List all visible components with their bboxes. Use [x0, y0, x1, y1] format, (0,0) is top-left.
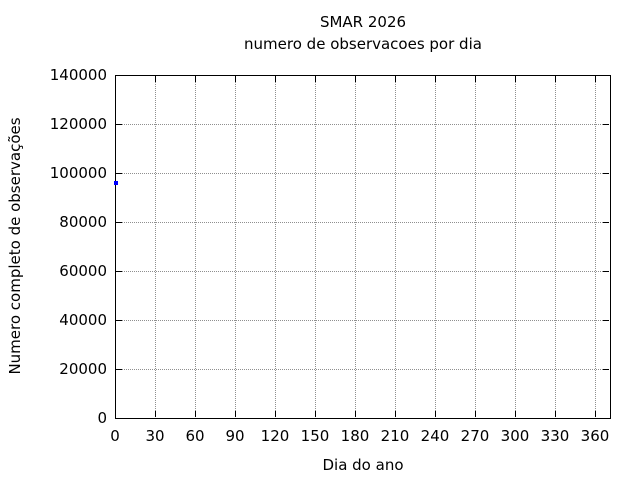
- v-gridline: [555, 76, 556, 417]
- x-tick-label: 330: [540, 427, 570, 445]
- x-axis-label: Dia do ano: [322, 456, 404, 474]
- x-tick-mark-top: [515, 76, 516, 82]
- y-tick-label: 120000: [49, 115, 107, 133]
- v-gridline: [435, 76, 436, 417]
- chart-title-line-2: numero de observacoes por dia: [244, 35, 482, 53]
- x-tick-label: 240: [420, 427, 450, 445]
- y-tick-label: 140000: [49, 66, 107, 84]
- x-tick-mark-bottom: [235, 411, 236, 417]
- x-tick-mark-bottom: [595, 411, 596, 417]
- x-tick-mark-bottom: [555, 411, 556, 417]
- y-tick-mark-right: [603, 124, 609, 125]
- v-gridline: [195, 76, 196, 417]
- y-tick-mark-right: [603, 418, 609, 419]
- x-tick-label: 300: [500, 427, 530, 445]
- x-tick-label: 180: [340, 427, 370, 445]
- y-tick-mark-right: [603, 369, 609, 370]
- y-tick-mark-left: [116, 124, 122, 125]
- x-tick-label: 0: [110, 427, 120, 445]
- y-tick-mark-left: [116, 173, 122, 174]
- x-tick-mark-bottom: [275, 411, 276, 417]
- y-tick-label: 100000: [49, 164, 107, 182]
- y-tick-mark-left: [116, 369, 122, 370]
- x-tick-mark-bottom: [515, 411, 516, 417]
- h-gridline: [116, 320, 609, 321]
- y-tick-mark-right: [603, 320, 609, 321]
- x-tick-mark-top: [355, 76, 356, 82]
- x-tick-mark-bottom: [395, 411, 396, 417]
- x-tick-mark-bottom: [115, 411, 116, 417]
- x-tick-mark-top: [275, 76, 276, 82]
- x-tick-mark-top: [595, 76, 596, 82]
- x-tick-label: 360: [580, 427, 610, 445]
- v-gridline: [395, 76, 396, 417]
- x-tick-mark-bottom: [475, 411, 476, 417]
- v-gridline: [515, 76, 516, 417]
- x-tick-label: 150: [300, 427, 330, 445]
- y-tick-label: 0: [97, 409, 107, 427]
- y-tick-mark-right: [603, 173, 609, 174]
- y-tick-mark-right: [603, 271, 609, 272]
- chart-title-line-1: SMAR 2026: [319, 13, 407, 31]
- y-tick-mark-left: [116, 271, 122, 272]
- x-tick-mark-top: [435, 76, 436, 82]
- x-tick-mark-top: [395, 76, 396, 82]
- v-gridline: [475, 76, 476, 417]
- y-tick-label: 80000: [59, 213, 107, 231]
- v-gridline: [235, 76, 236, 417]
- y-tick-mark-right: [603, 222, 609, 223]
- y-tick-label: 40000: [59, 311, 107, 329]
- x-tick-mark-bottom: [195, 411, 196, 417]
- y-tick-label: 20000: [59, 360, 107, 378]
- y-tick-label: 60000: [59, 262, 107, 280]
- x-tick-mark-bottom: [435, 411, 436, 417]
- v-gridline: [155, 76, 156, 417]
- v-gridline: [355, 76, 356, 417]
- x-tick-mark-top: [475, 76, 476, 82]
- y-tick-mark-left: [116, 418, 122, 419]
- h-gridline: [116, 173, 609, 174]
- y-tick-mark-right: [603, 75, 609, 76]
- x-tick-mark-bottom: [155, 411, 156, 417]
- y-tick-mark-left: [116, 222, 122, 223]
- x-tick-label: 270: [460, 427, 490, 445]
- x-tick-mark-top: [155, 76, 156, 82]
- x-tick-label: 60: [185, 427, 205, 445]
- x-tick-label: 210: [380, 427, 410, 445]
- h-gridline: [116, 124, 609, 125]
- x-tick-label: 120: [260, 427, 290, 445]
- y-tick-mark-left: [116, 75, 122, 76]
- plot-area: [115, 75, 611, 419]
- h-gridline: [116, 222, 609, 223]
- v-gridline: [595, 76, 596, 417]
- h-gridline: [116, 271, 609, 272]
- x-tick-mark-top: [115, 76, 116, 82]
- x-tick-mark-top: [315, 76, 316, 82]
- v-gridline: [315, 76, 316, 417]
- x-tick-label: 30: [145, 427, 165, 445]
- x-tick-mark-bottom: [315, 411, 316, 417]
- x-tick-label: 90: [225, 427, 245, 445]
- y-tick-mark-left: [116, 320, 122, 321]
- x-tick-mark-bottom: [355, 411, 356, 417]
- v-gridline: [275, 76, 276, 417]
- x-tick-mark-top: [555, 76, 556, 82]
- h-gridline: [116, 369, 609, 370]
- x-tick-mark-top: [195, 76, 196, 82]
- data-point: [114, 181, 119, 186]
- x-tick-mark-top: [235, 76, 236, 82]
